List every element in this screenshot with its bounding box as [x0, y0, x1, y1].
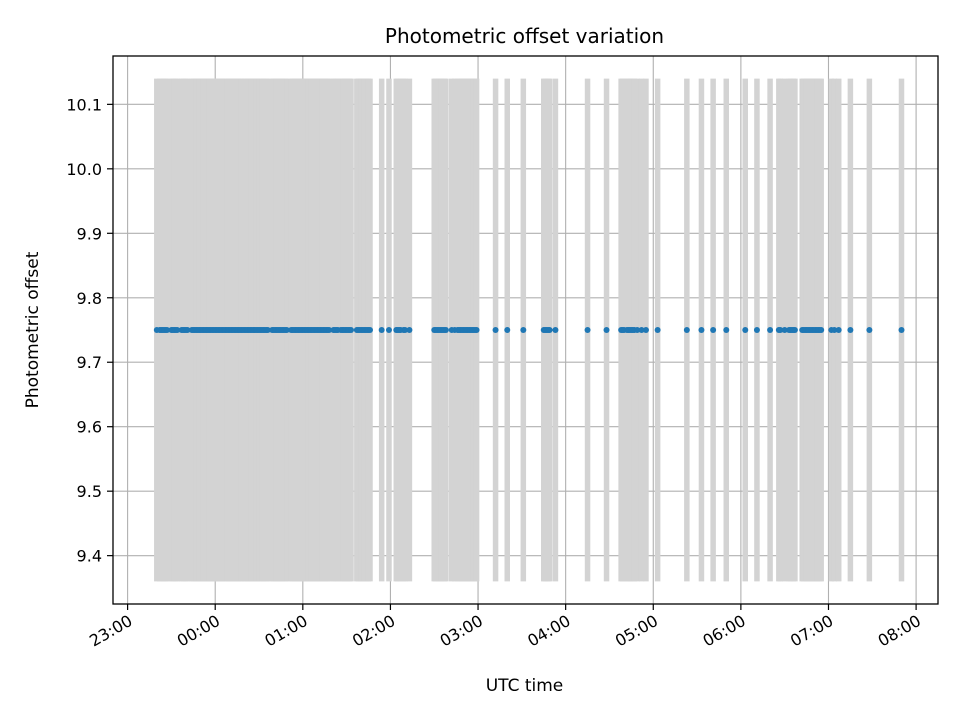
plot-frame: [112, 55, 939, 605]
data-point: [442, 327, 449, 333]
y-tick-label: 9.7: [77, 353, 102, 372]
data-point: [174, 327, 181, 333]
y-axis: 9.4 9.5 9.6 9.7 9.8 9.9 10.0 10.1: [66, 95, 113, 566]
y-tick-label: 9.5: [77, 482, 102, 501]
x-axis-label: UTC time: [486, 676, 564, 696]
data-point: [184, 327, 191, 333]
data-point: [847, 327, 854, 333]
data-point: [767, 327, 774, 333]
data-point: [866, 327, 873, 333]
y-tick-label: 10.0: [66, 160, 102, 179]
data-point: [402, 327, 409, 333]
data-point: [642, 327, 649, 333]
data-point: [326, 327, 333, 333]
data-point: [378, 327, 385, 333]
data-point: [634, 327, 641, 333]
data-point: [520, 327, 527, 333]
data-point: [492, 327, 499, 333]
data-point: [723, 327, 730, 333]
data-point: [638, 327, 645, 333]
data-point: [753, 327, 760, 333]
data-point: [781, 327, 788, 333]
data-point: [366, 327, 373, 333]
data-point: [777, 327, 784, 333]
data-point: [603, 327, 610, 333]
data-point: [742, 327, 749, 333]
data-point: [831, 327, 838, 333]
data-point: [698, 327, 705, 333]
y-tick-label: 9.4: [77, 547, 102, 566]
data-point: [552, 327, 559, 333]
y-tick-label: 9.9: [77, 224, 102, 243]
data-point: [683, 327, 690, 333]
data-point: [898, 327, 905, 333]
data-point: [283, 327, 290, 333]
data-point: [406, 327, 413, 333]
y-tick-label: 10.1: [66, 95, 102, 114]
data-point: [164, 327, 171, 333]
y-axis-label: Photometric offset: [23, 251, 43, 408]
data-point: [791, 327, 798, 333]
y-tick-label: 9.8: [77, 289, 102, 308]
data-point: [473, 327, 480, 333]
data-point: [546, 327, 553, 333]
data-point: [385, 327, 392, 333]
data-point: [504, 327, 511, 333]
chart-title: Photometric offset variation: [385, 24, 664, 48]
plot-area: [112, 55, 939, 605]
data-point: [264, 327, 271, 333]
data-point: [584, 327, 591, 333]
data-point: [835, 327, 842, 333]
data-point: [654, 327, 661, 333]
y-tick-label: 9.6: [77, 418, 102, 437]
data-point: [818, 327, 825, 333]
data-point: [710, 327, 717, 333]
data-point: [348, 327, 355, 333]
data-points: [153, 327, 905, 333]
